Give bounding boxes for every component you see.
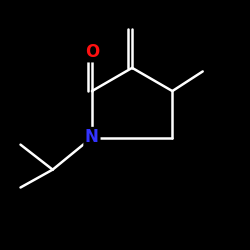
Text: N: N <box>85 128 99 146</box>
Text: O: O <box>85 43 99 61</box>
